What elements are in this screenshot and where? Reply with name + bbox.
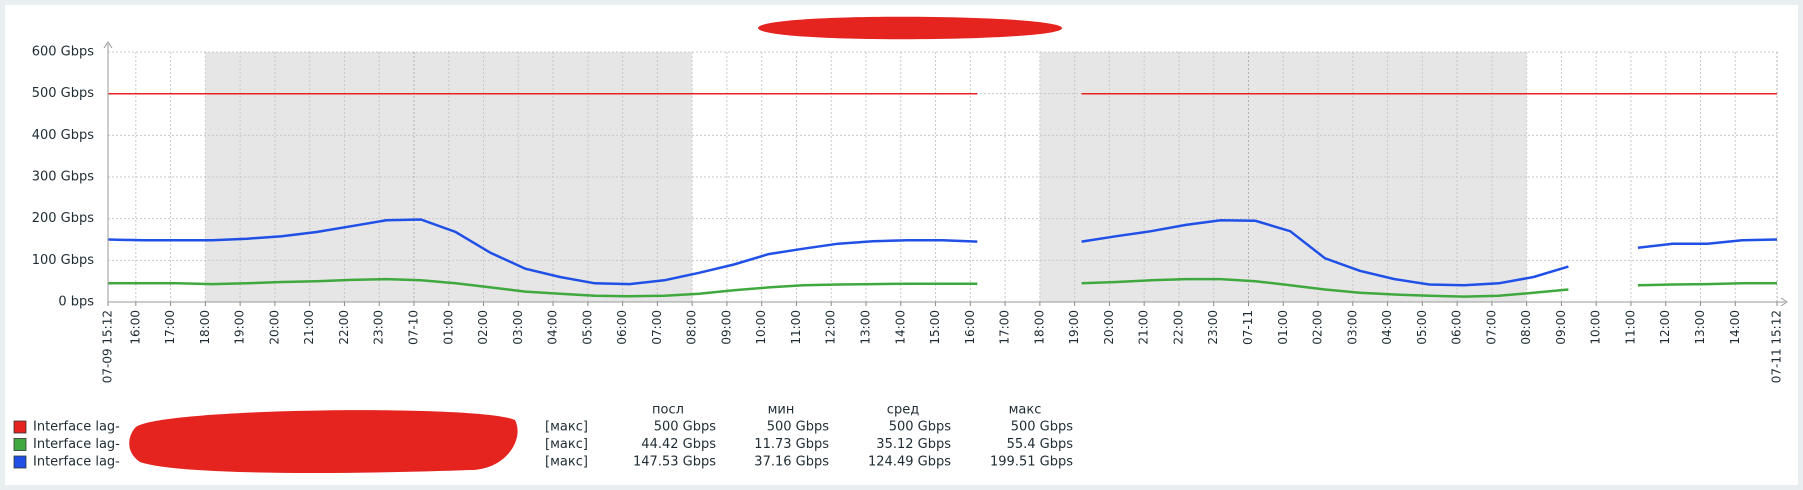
- x-tick-label: 06:00: [1450, 310, 1464, 345]
- x-tick-label: 05:00: [1415, 310, 1429, 345]
- legend-stat: 124.49 Gbps: [868, 455, 951, 470]
- y-tick-label: 300 Gbps: [32, 170, 95, 185]
- x-tick-label: 22:00: [1171, 310, 1185, 345]
- y-tick-label: 0 bps: [58, 295, 94, 310]
- x-tick-label: 22:00: [337, 310, 351, 345]
- legend-function: [макс]: [545, 455, 588, 470]
- x-tick-label: 10:00: [1589, 310, 1603, 345]
- legend-name: Interface lag-: [33, 420, 120, 435]
- x-tick-label: 19:00: [233, 310, 247, 345]
- legend-stat: 35.12 Gbps: [876, 437, 951, 452]
- x-tick-label: 09:00: [1554, 310, 1568, 345]
- x-tick-label: 21:00: [1137, 310, 1151, 345]
- x-tick-label: 02:00: [1311, 310, 1325, 345]
- series-line: [107, 218, 1778, 287]
- y-tick-label: 600 Gbps: [32, 45, 95, 60]
- x-tick-label: 19:00: [1067, 310, 1081, 345]
- legend-name: Interface lag-: [33, 437, 120, 452]
- legend-name: Interface lag-: [33, 455, 120, 470]
- x-tick-label: 06:00: [615, 310, 629, 345]
- x-tick-label: 03:00: [511, 310, 525, 345]
- legend-stat: 55.4 Gbps: [1007, 437, 1074, 452]
- x-tick-label: 18:00: [1032, 310, 1046, 345]
- x-tick-label: 04:00: [546, 310, 560, 345]
- x-tick-label: 05:00: [580, 310, 594, 345]
- x-tick-label: 14:00: [1728, 310, 1742, 345]
- x-tick-label: 03:00: [1345, 310, 1359, 345]
- legend-column-header: мин: [768, 403, 795, 418]
- x-tick-label: 04:00: [1380, 310, 1394, 345]
- legend-stat: 500 Gbps: [654, 420, 717, 435]
- x-tick-label: 01:00: [441, 310, 455, 345]
- legend-swatch: [13, 455, 27, 469]
- legend-swatch: [13, 420, 27, 434]
- axis-arrow: [103, 41, 113, 49]
- legend-column-header: посл: [652, 403, 684, 418]
- x-tick-label: 14:00: [893, 310, 907, 345]
- x-tick-label: 21:00: [302, 310, 316, 345]
- x-tick-label: 02:00: [476, 310, 490, 345]
- legend-column-header: сред: [887, 403, 919, 418]
- x-tick-label: 11:00: [789, 310, 803, 345]
- x-tick-label: 09:00: [719, 310, 733, 345]
- y-tick-label: 500 Gbps: [32, 86, 95, 101]
- x-tick-label: 20:00: [1102, 310, 1116, 345]
- legend-stat: 37.16 Gbps: [754, 455, 829, 470]
- x-tick-label: 17:00: [998, 310, 1012, 345]
- x-tick-label: 10:00: [754, 310, 768, 345]
- y-tick-label: 200 Gbps: [32, 211, 95, 226]
- legend-stat: 500 Gbps: [889, 420, 952, 435]
- legend-column-header: макс: [1009, 403, 1042, 418]
- x-tick-label: 07:00: [1484, 310, 1498, 345]
- legend-stat: 44.42 Gbps: [641, 437, 716, 452]
- y-tick-label: 100 Gbps: [32, 253, 95, 268]
- x-tick-label: 16:00: [128, 310, 142, 345]
- x-tick-label: 08:00: [685, 310, 699, 345]
- legend-function: [макс]: [545, 437, 588, 452]
- x-tick-label: 13:00: [859, 310, 873, 345]
- legend-stat: 147.53 Gbps: [633, 455, 716, 470]
- legend-stat: 500 Gbps: [1011, 420, 1074, 435]
- legend-stat: 11.73 Gbps: [754, 437, 829, 452]
- x-tick-label: 20:00: [267, 310, 281, 345]
- redaction: [129, 410, 518, 473]
- legend-function: [макс]: [545, 420, 588, 435]
- x-tick-label: 07-11: [1241, 310, 1255, 345]
- x-tick-label: 11:00: [1623, 310, 1637, 345]
- x-tick-label: 18:00: [198, 310, 212, 345]
- x-tick-label: 13:00: [1693, 310, 1707, 345]
- x-tick-label: 07-11 15:12: [1770, 310, 1784, 383]
- series-line: [108, 277, 1777, 298]
- x-tick-label: 07:00: [650, 310, 664, 345]
- x-tick-label: 01:00: [1276, 310, 1290, 345]
- x-tick-label: 12:00: [1658, 310, 1672, 345]
- x-tick-label: 15:00: [928, 310, 942, 345]
- legend-stat: 199.51 Gbps: [990, 455, 1073, 470]
- x-tick-label: 16:00: [963, 310, 977, 345]
- legend-stat: 500 Gbps: [767, 420, 830, 435]
- y-tick-label: 400 Gbps: [32, 128, 95, 143]
- legend-swatch: [13, 438, 27, 451]
- redaction: [758, 16, 1063, 40]
- x-tick-label: 07-09 15:12: [101, 310, 115, 383]
- x-tick-label: 07-10: [406, 310, 420, 345]
- x-tick-label: 23:00: [1206, 310, 1220, 345]
- x-tick-label: 17:00: [163, 310, 177, 345]
- axis-arrow: [1780, 297, 1788, 307]
- x-tick-label: 23:00: [372, 310, 386, 345]
- x-tick-label: 08:00: [1519, 310, 1533, 345]
- x-tick-label: 12:00: [824, 310, 838, 345]
